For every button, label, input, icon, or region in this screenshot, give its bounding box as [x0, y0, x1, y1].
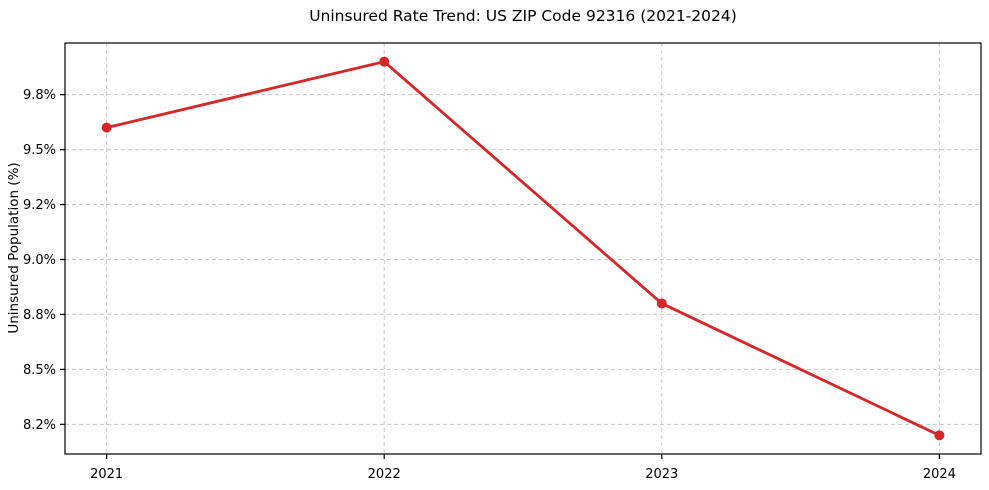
data-point-marker	[101, 122, 112, 133]
data-point-marker	[656, 298, 667, 309]
data-point-marker	[934, 430, 945, 441]
chart-title: Uninsured Rate Trend: US ZIP Code 92316 …	[309, 7, 737, 25]
plot-border	[64, 42, 982, 455]
y-tick-label: 8.2%	[23, 418, 56, 433]
data-point-marker	[379, 56, 390, 67]
y-tick-label: 8.5%	[23, 363, 56, 378]
x-tick-label: 2021	[90, 467, 123, 482]
y-tick-label: 8.8%	[23, 308, 56, 323]
y-tick-label: 9.8%	[23, 88, 56, 103]
x-tick-label: 2024	[923, 467, 956, 482]
y-tick-label: 9.0%	[23, 253, 56, 268]
x-tick-label: 2023	[645, 467, 678, 482]
trend-line	[105, 60, 941, 437]
y-tick-label: 9.5%	[23, 143, 56, 158]
x-tick-label: 2022	[368, 467, 401, 482]
y-tick-label: 9.2%	[23, 198, 56, 213]
